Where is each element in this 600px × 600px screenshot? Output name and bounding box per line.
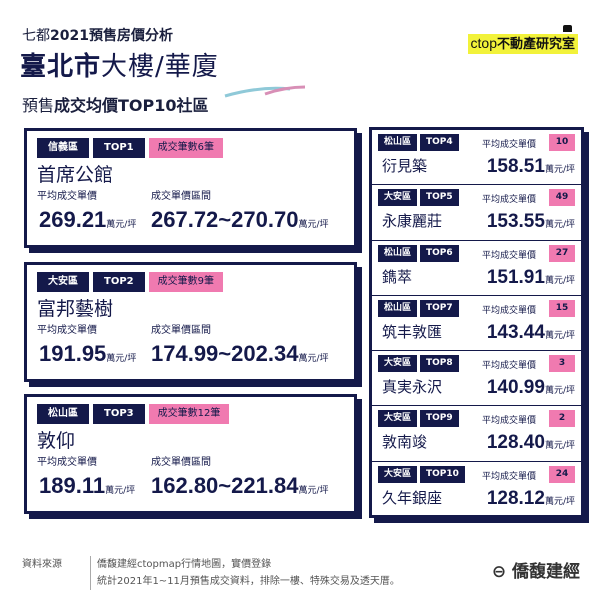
project-name: 筑丰敦匯 <box>382 322 443 341</box>
rank-tag: TOP9 <box>420 410 459 428</box>
list-item: 大安區 TOP5 平均成交單價 49 永康麗莊 153.55萬元/坪 <box>372 185 581 241</box>
range-label: 成交單價區間 <box>151 325 211 336</box>
rank-tag: TOP8 <box>420 355 459 373</box>
avg-price: 128.12萬元/坪 <box>486 487 575 509</box>
top-card: 松山區 TOP3 成交筆數12筆 敦仰 平均成交單價 成交單價區間 189.11萬元… <box>24 394 357 514</box>
count-tag: 成交筆數9筆 <box>148 272 223 292</box>
top-card: 信義區 TOP1 成交筆數6筆 首席公館 平均成交單價 成交單價區間 269.21萬… <box>24 128 357 248</box>
range-label: 成交單價區間 <box>151 457 211 468</box>
avg-price: 128.40萬元/坪 <box>486 432 575 454</box>
price-range: 174.99~202.34萬元/坪 <box>151 341 329 366</box>
source-text: 僑馥建經ctopmap行情地圖，實價登錄 統計2021年1~11月預售成交資料，排… <box>90 556 400 590</box>
avg-label: 平均成交單價 <box>37 191 97 202</box>
source-label: 資料來源 <box>22 559 62 570</box>
district-tag: 大安區 <box>378 410 418 428</box>
rank-tag: TOP2 <box>93 272 145 292</box>
rank-tag: TOP1 <box>93 138 145 158</box>
list-item: 松山區 TOP4 平均成交單價 10 衍見築 158.51萬元/坪 <box>372 130 581 186</box>
project-name: 久年銀座 <box>382 488 443 507</box>
brush-stroke-decoration <box>224 85 306 98</box>
project-name: 首席公館 <box>37 164 114 186</box>
district-tag: 大安區 <box>378 465 418 483</box>
section-title: 預售成交均價TOP10社區 <box>22 96 209 115</box>
price-range: 162.80~221.84萬元/坪 <box>151 473 329 498</box>
avg-price: 189.11萬元/坪 <box>39 473 136 498</box>
district-tag: 松山區 <box>378 299 418 317</box>
district-tag: 大安區 <box>37 272 89 292</box>
count-badge: 3 <box>549 355 575 373</box>
rank-tag: TOP6 <box>420 244 459 262</box>
subtitle: 七都2021預售房價分析 <box>22 28 173 44</box>
avg-price: 153.55萬元/坪 <box>486 211 575 233</box>
rank-tag: TOP10 <box>420 465 465 483</box>
project-name: 敦仰 <box>37 430 76 452</box>
avg-price: 140.99萬元/坪 <box>486 377 575 399</box>
avg-label: 平均成交單價 <box>37 325 97 336</box>
avg-label: 平均成交單價 <box>37 457 97 468</box>
avg-label: 平均成交單價 <box>482 195 537 206</box>
count-badge: 15 <box>549 299 575 317</box>
rank-tag: TOP3 <box>93 404 145 424</box>
avg-price: 158.51萬元/坪 <box>486 156 575 177</box>
price-range: 267.72~270.70萬元/坪 <box>151 207 329 232</box>
avg-price: 269.21萬元/坪 <box>39 207 137 232</box>
top-card: 大安區 TOP2 成交筆數9筆 富邦藝樹 平均成交單價 成交單價區間 191.95萬… <box>24 262 357 382</box>
project-name: 永康麗莊 <box>382 212 443 231</box>
avg-label: 平均成交單價 <box>482 250 537 261</box>
ctop-logo: ctop不動產研究室 <box>467 34 578 54</box>
count-badge: 24 <box>549 465 575 483</box>
project-name: 鐫萃 <box>382 267 413 286</box>
project-name: 富邦藝樹 <box>37 298 114 320</box>
range-label: 成交單價區間 <box>151 191 211 202</box>
district-tag: 松山區 <box>37 404 89 424</box>
avg-label: 平均成交單價 <box>482 305 537 316</box>
project-name: 敦南竣 <box>382 433 428 452</box>
rank-tag: TOP5 <box>420 189 459 207</box>
list-item: 大安區 TOP10 平均成交單價 24 久年銀座 128.12萬元/坪 <box>372 462 581 517</box>
rank-tag: TOP7 <box>420 299 459 317</box>
count-tag: 成交筆數12筆 <box>148 404 230 424</box>
district-tag: 松山區 <box>378 134 418 151</box>
top4-10-list: 松山區 TOP4 平均成交單價 10 衍見築 158.51萬元/坪 大安區 TOP5… <box>369 127 584 518</box>
avg-label: 平均成交單價 <box>482 416 537 427</box>
list-item: 松山區 TOP6 平均成交單價 27 鐫萃 151.91萬元/坪 <box>372 241 581 296</box>
graduation-cap-icon <box>563 25 572 32</box>
brand-logo: ⊖ 僑馥建經 <box>491 562 580 582</box>
avg-label: 平均成交單價 <box>482 471 537 482</box>
district-tag: 大安區 <box>378 189 418 207</box>
list-item: 大安區 TOP8 平均成交單價 3 真実永沢 140.99萬元/坪 <box>372 351 581 407</box>
brand-icon: ⊖ <box>491 562 512 582</box>
project-name: 真実永沢 <box>382 378 443 397</box>
avg-label: 平均成交單價 <box>482 140 537 150</box>
district-tag: 松山區 <box>378 244 418 262</box>
avg-label: 平均成交單價 <box>482 361 537 372</box>
avg-price: 151.91萬元/坪 <box>486 266 575 288</box>
avg-price: 191.95萬元/坪 <box>39 341 137 366</box>
count-badge: 27 <box>549 244 575 262</box>
district-tag: 信義區 <box>37 138 89 158</box>
count-badge: 2 <box>549 410 575 428</box>
count-badge: 49 <box>549 189 575 207</box>
list-item: 大安區 TOP9 平均成交單價 2 敦南竣 128.40萬元/坪 <box>372 406 581 462</box>
district-tag: 大安區 <box>378 355 418 373</box>
avg-price: 143.44萬元/坪 <box>486 321 575 343</box>
count-tag: 成交筆數6筆 <box>148 138 223 158</box>
page-title: 臺北市大樓/華廈 <box>20 52 219 82</box>
list-item: 松山區 TOP7 平均成交單價 15 筑丰敦匯 143.44萬元/坪 <box>372 296 581 352</box>
project-name: 衍見築 <box>382 157 428 175</box>
rank-tag: TOP4 <box>420 134 459 151</box>
count-badge: 10 <box>549 134 575 151</box>
